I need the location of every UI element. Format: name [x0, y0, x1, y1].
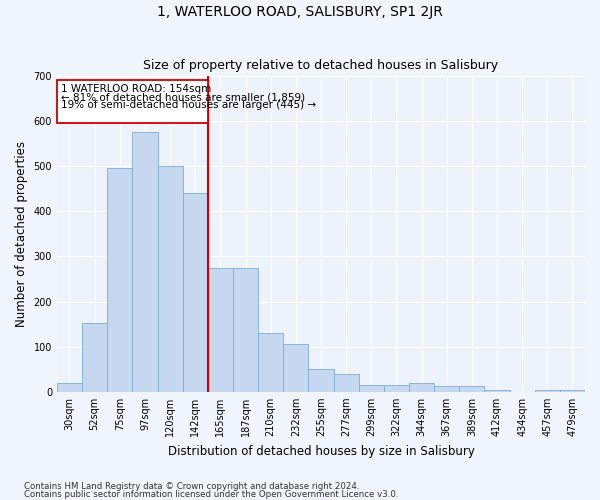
Bar: [82, 323, 107, 392]
Text: 19% of semi-detached houses are larger (445) →: 19% of semi-detached houses are larger (…: [61, 100, 316, 110]
Bar: [208, 268, 233, 392]
Text: 1, WATERLOO ROAD, SALISBURY, SP1 2JR: 1, WATERLOO ROAD, SALISBURY, SP1 2JR: [157, 5, 443, 19]
Bar: [308, 369, 334, 392]
Bar: [560, 390, 585, 392]
Bar: [535, 390, 560, 392]
Bar: [233, 268, 258, 392]
X-axis label: Distribution of detached houses by size in Salisbury: Distribution of detached houses by size …: [167, 444, 475, 458]
Text: Contains public sector information licensed under the Open Government Licence v3: Contains public sector information licen…: [24, 490, 398, 499]
Text: ← 81% of detached houses are smaller (1,859): ← 81% of detached houses are smaller (1,…: [61, 92, 305, 102]
Y-axis label: Number of detached properties: Number of detached properties: [15, 141, 28, 327]
Bar: [484, 390, 509, 392]
Bar: [459, 386, 484, 392]
Bar: [384, 385, 409, 392]
Bar: [434, 386, 459, 392]
Bar: [283, 344, 308, 392]
Bar: [107, 168, 133, 392]
Bar: [334, 374, 359, 392]
Bar: [409, 383, 434, 392]
Bar: [158, 166, 182, 392]
Text: Contains HM Land Registry data © Crown copyright and database right 2024.: Contains HM Land Registry data © Crown c…: [24, 482, 359, 491]
Title: Size of property relative to detached houses in Salisbury: Size of property relative to detached ho…: [143, 59, 499, 72]
Bar: [359, 385, 384, 392]
Bar: [182, 194, 208, 392]
FancyBboxPatch shape: [57, 80, 208, 124]
Text: 1 WATERLOO ROAD: 154sqm: 1 WATERLOO ROAD: 154sqm: [61, 84, 211, 94]
Bar: [57, 383, 82, 392]
Bar: [133, 132, 158, 392]
Bar: [258, 333, 283, 392]
